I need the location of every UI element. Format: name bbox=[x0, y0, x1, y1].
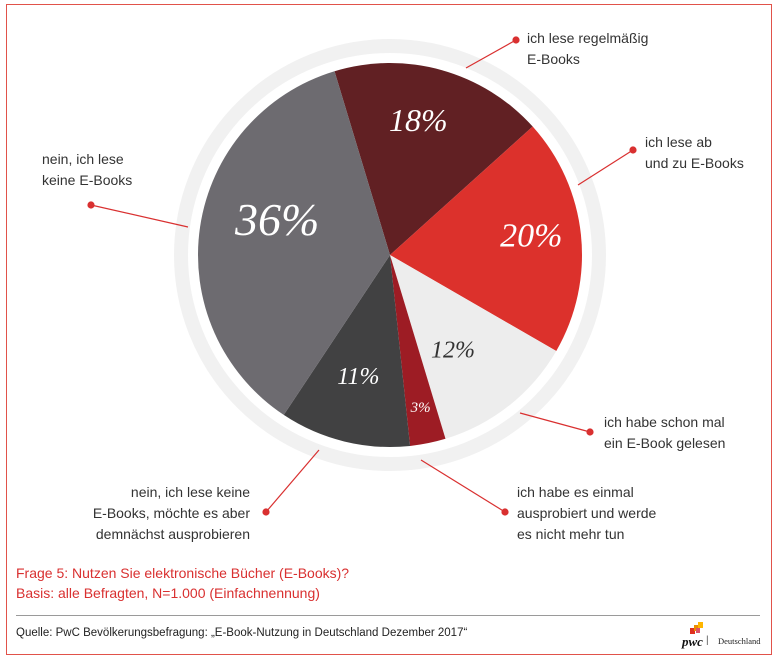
leader-line bbox=[265, 449, 320, 513]
label-line: keine E-Books bbox=[42, 172, 133, 188]
chart-frame bbox=[6, 4, 772, 655]
label-line: nein, ich lese bbox=[42, 151, 124, 167]
label-line: E-Books bbox=[527, 51, 580, 67]
slice-value-label: 36% bbox=[234, 194, 319, 245]
label-line: es nicht mehr tun bbox=[517, 526, 625, 542]
leader-dot bbox=[87, 201, 95, 209]
pie-slice bbox=[390, 126, 582, 352]
slice-value-label: 18% bbox=[389, 102, 448, 138]
label-einmal-ausprobiert: ich habe es einmal ausprobiert und werde… bbox=[517, 482, 656, 545]
slice-value-label: 20% bbox=[500, 217, 562, 254]
label-regelmaessig: ich lese regelmäßig E-Books bbox=[527, 28, 648, 70]
source-text: Quelle: PwC Bevölkerungsbefragung: „E-Bo… bbox=[16, 627, 468, 639]
leader-line bbox=[465, 39, 517, 69]
label-line: E-Books, möchte es aber bbox=[92, 505, 250, 521]
leader-line bbox=[90, 204, 189, 228]
label-line: ich lese regelmäßig bbox=[527, 30, 649, 46]
label-line: ich habe es einmal bbox=[517, 484, 634, 500]
base-text: Basis: alle Befragten, N=1.000 (Einfachn… bbox=[16, 585, 320, 601]
label-keine-ebooks: nein, ich lese keine E-Books bbox=[42, 149, 132, 191]
label-ab-und-zu: ich lese ab und zu E-Books bbox=[645, 132, 744, 174]
slice-value-label: 3% bbox=[410, 400, 431, 416]
leader-dot bbox=[629, 146, 637, 154]
label-line: und zu E-Books bbox=[645, 155, 744, 171]
question-text: Frage 5: Nutzen Sie elektronische Bücher… bbox=[16, 565, 350, 581]
pie-slice bbox=[390, 255, 557, 439]
label-line: nein, ich lese keine bbox=[130, 484, 250, 500]
logo-text: Deutschland bbox=[718, 636, 761, 646]
leader-line bbox=[420, 459, 506, 513]
leader-dot bbox=[501, 508, 509, 516]
slice-value-label: 12% bbox=[431, 338, 475, 364]
logo-mark: pwc bbox=[682, 634, 703, 649]
pie-slice bbox=[283, 255, 411, 447]
label-line: ich lese ab bbox=[645, 134, 712, 150]
label-schon-mal: ich habe schon mal ein E-Book gelesen bbox=[604, 412, 725, 454]
label-line: demnächst ausprobieren bbox=[95, 526, 250, 542]
leader-dot bbox=[512, 36, 520, 44]
logo-separator: | bbox=[706, 635, 709, 646]
leader-dot bbox=[262, 508, 270, 516]
leader-dot bbox=[586, 428, 594, 436]
label-line: ich habe schon mal bbox=[604, 414, 725, 430]
divider bbox=[16, 615, 760, 616]
leader-line bbox=[519, 412, 591, 433]
label-line: ein E-Book gelesen bbox=[604, 435, 726, 451]
pwc-logo: pwc | Deutschland bbox=[672, 620, 768, 649]
slice-value-label: 11% bbox=[337, 364, 379, 390]
leader-line bbox=[577, 149, 634, 186]
pie-slice bbox=[197, 71, 390, 415]
label-line: ausprobiert und werde bbox=[517, 505, 657, 521]
label-demnaechst: nein, ich lese keine E-Books, möchte es … bbox=[84, 482, 250, 545]
logo-squares-icon bbox=[690, 622, 703, 634]
pie-slice bbox=[334, 63, 533, 255]
pie-slice bbox=[390, 255, 446, 446]
pie-ring bbox=[174, 39, 606, 471]
